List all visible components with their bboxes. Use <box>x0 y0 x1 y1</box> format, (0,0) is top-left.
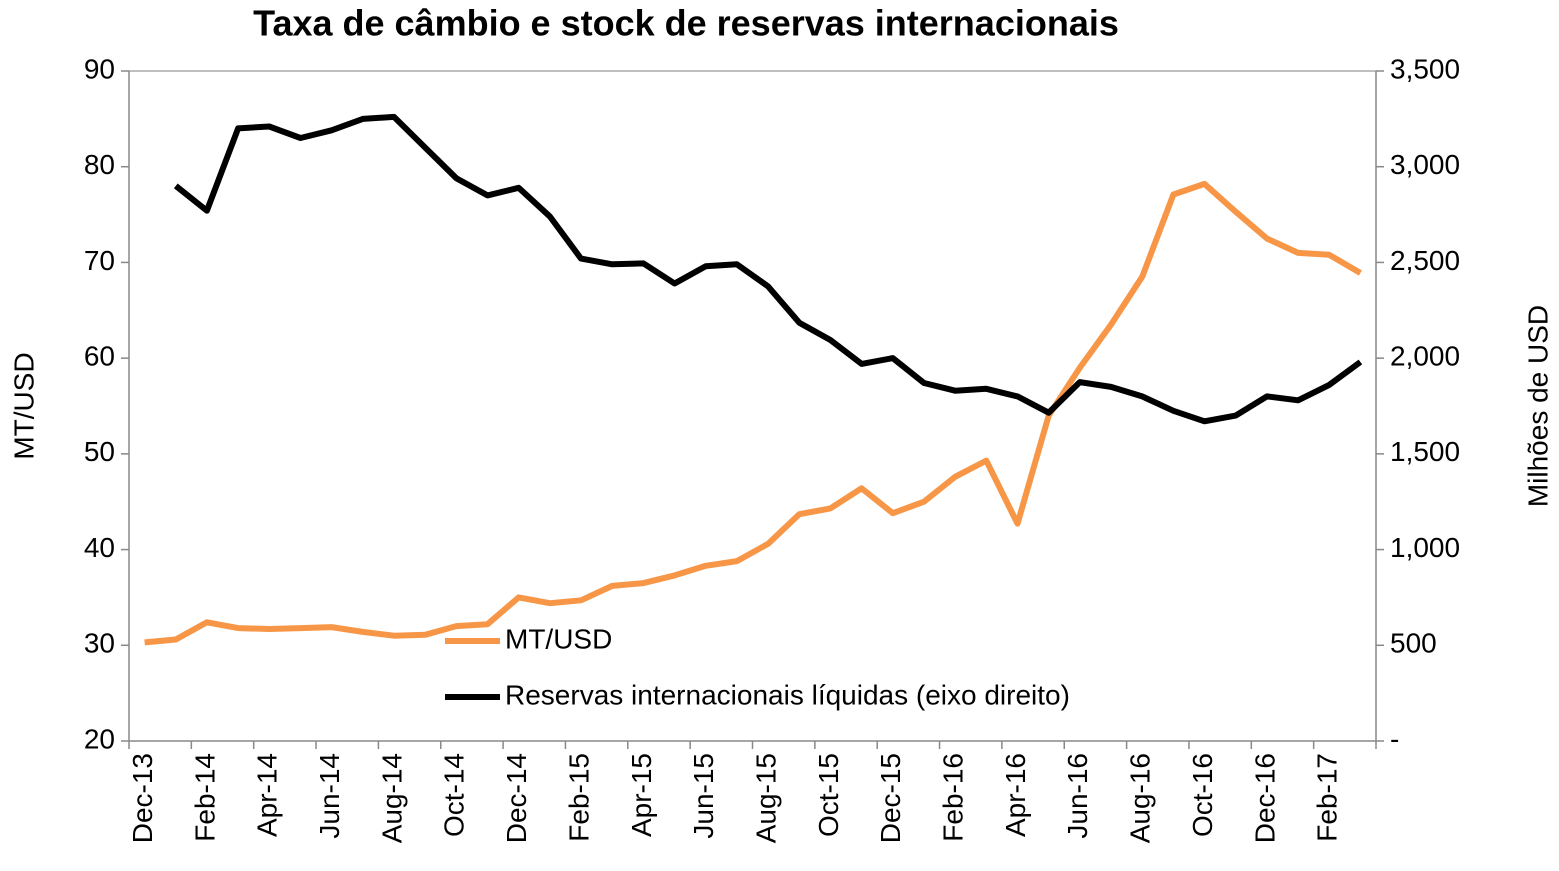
y2-tick-label: 2,000 <box>1390 341 1460 372</box>
y2-tick-label: 2,500 <box>1390 245 1460 276</box>
y-tick-label: 30 <box>84 628 115 659</box>
x-tick-label: Dec-13 <box>127 753 158 843</box>
legend-label: Reservas internacionais líquidas (eixo d… <box>505 679 1070 710</box>
y2-tick-label: - <box>1390 723 1399 754</box>
x-tick-label: Apr-15 <box>626 753 657 837</box>
y-tick-label: 70 <box>84 245 115 276</box>
x-tick-label: Feb-15 <box>563 753 594 842</box>
y-tick-label: 60 <box>84 341 115 372</box>
x-tick-label: Oct-14 <box>439 753 470 837</box>
series-line <box>173 113 1363 425</box>
y2-tick-label: 3,000 <box>1390 149 1460 180</box>
y-tick-label: 50 <box>84 436 115 467</box>
y2-axis-title: Milhões de USD <box>1522 305 1553 507</box>
x-tick-label: Jun-14 <box>314 753 345 839</box>
x-tick-label: Dec-14 <box>501 753 532 843</box>
legend-label: MT/USD <box>505 623 612 654</box>
y2-tick-label: 1,000 <box>1390 532 1460 563</box>
x-tick-label: Aug-16 <box>1125 753 1156 843</box>
y2-tick-label: 500 <box>1390 628 1437 659</box>
x-tick-label: Feb-16 <box>938 753 969 842</box>
x-tick-label: Aug-15 <box>750 753 781 843</box>
x-tick-label: Oct-15 <box>813 753 844 837</box>
y-tick-label: 20 <box>84 723 115 754</box>
x-tick-label: Dec-15 <box>875 753 906 843</box>
chart-title: Taxa de câmbio e stock de reservas inter… <box>253 3 1119 44</box>
y2-tick-label: 3,500 <box>1390 53 1460 84</box>
x-tick-label: Aug-14 <box>376 753 407 843</box>
x-tick-label: Feb-14 <box>189 753 220 842</box>
x-tick-label: Oct-16 <box>1187 753 1218 837</box>
x-tick-label: Feb-17 <box>1312 753 1343 842</box>
y-tick-label: 40 <box>84 532 115 563</box>
y2-tick-label: 1,500 <box>1390 436 1460 467</box>
y-axis-title: MT/USD <box>8 352 39 459</box>
series-line <box>144 180 1362 646</box>
x-tick-label: Apr-16 <box>1000 753 1031 837</box>
x-tick-label: Dec-16 <box>1249 753 1280 843</box>
x-tick-label: Jun-16 <box>1062 753 1093 839</box>
y-tick-label: 90 <box>84 53 115 84</box>
x-tick-label: Apr-14 <box>252 753 283 837</box>
y-tick-label: 80 <box>84 149 115 180</box>
x-tick-label: Jun-15 <box>688 753 719 839</box>
